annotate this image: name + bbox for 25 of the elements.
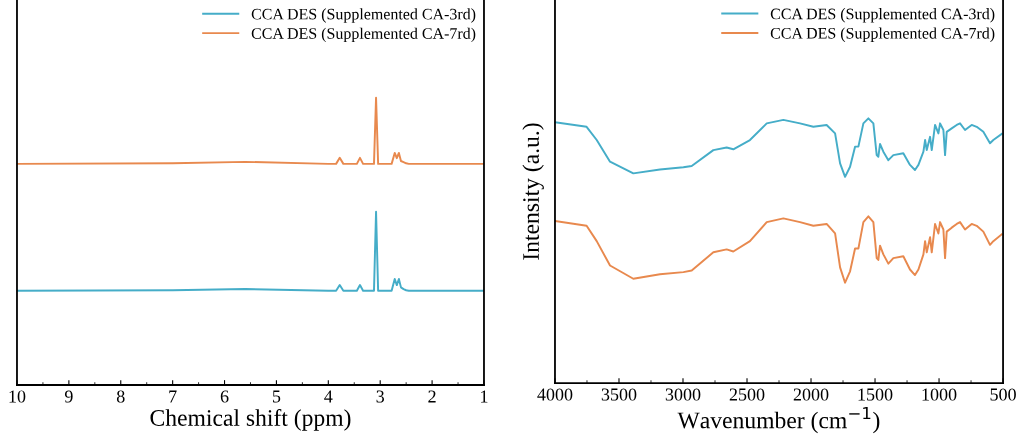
x-tick-label: 3500 <box>601 388 637 401</box>
x-tick-label: 1 <box>481 390 488 403</box>
x-tick-label: 1000 <box>922 388 957 401</box>
x-tick-label: 2500 <box>729 388 765 401</box>
x-tick-label: 7 <box>169 390 177 403</box>
legend-label: CCA DES (Supplemented CA-7rd) <box>251 27 476 43</box>
x-tick-label: 8 <box>116 390 125 403</box>
legend-label: CCA DES (Supplemented CA-3rd) <box>251 8 476 23</box>
x-tick-label: 3 <box>376 390 385 403</box>
x-tick-label: 1500 <box>858 388 893 401</box>
y-axis-title: Intensity (a.u.) <box>522 123 544 260</box>
x-tick-label: 2 <box>428 390 436 403</box>
x-tick-label: 4000 <box>537 388 573 401</box>
x-tick-label: 3000 <box>665 388 701 401</box>
x-tick-label: 9 <box>64 390 73 403</box>
legend-label: CCA DES (Supplemented CA-7rd) <box>770 27 995 42</box>
x-axis-title: Chemical shift (ppm) <box>150 409 351 431</box>
x-tick-label: 5 <box>272 390 281 403</box>
x-tick-label: 6 <box>220 390 229 403</box>
x-tick-label: 10 <box>9 390 26 403</box>
x-tick-label: 4 <box>324 390 333 403</box>
x-axis-title: Wavenumber (cm$^{−1}$) <box>677 407 880 434</box>
x-tick-label: 2000 <box>793 388 829 401</box>
legend-label: CCA DES (Supplemented CA-3rd) <box>770 8 995 23</box>
x-tick-label: 500 <box>990 388 1016 401</box>
